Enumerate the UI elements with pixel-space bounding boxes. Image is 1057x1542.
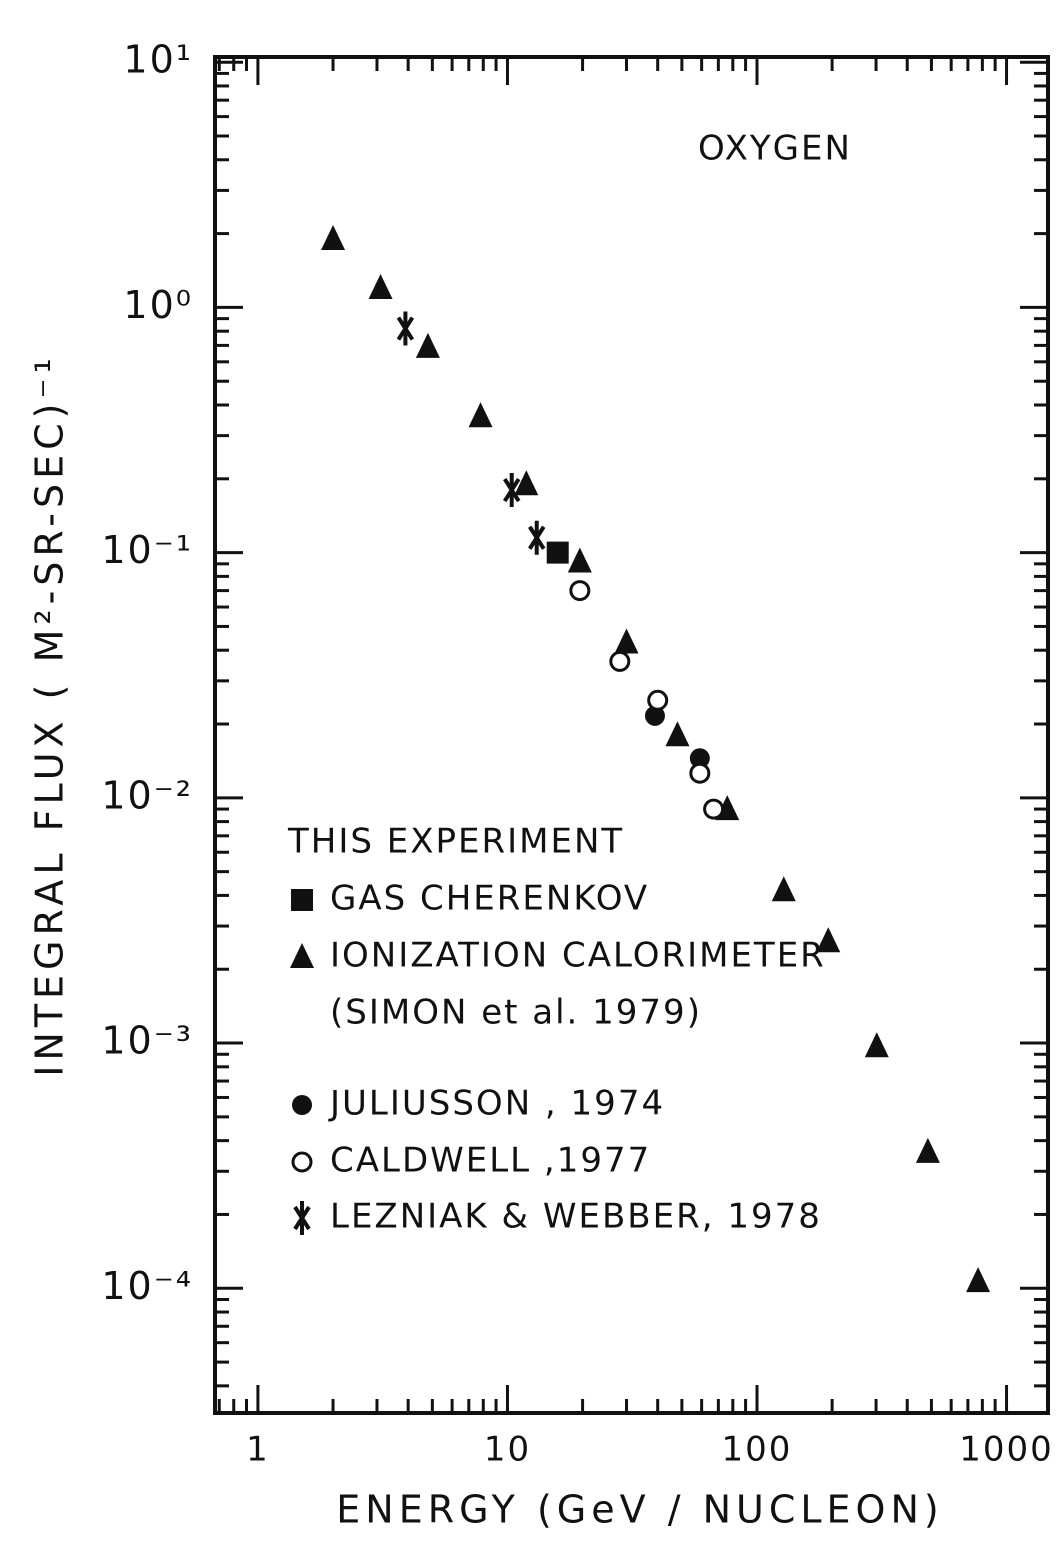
marker-square (546, 541, 569, 564)
marker-triangle (816, 927, 841, 953)
marker-circle (292, 1095, 312, 1115)
marker-x (503, 473, 521, 508)
annotation: OXYGEN (698, 129, 852, 169)
x-tick-label: 10 (484, 1430, 531, 1470)
legend-label: LEZNIAK & WEBBER, 1978 (330, 1197, 822, 1237)
marker-triangle (864, 1032, 889, 1058)
x-tick-label: 1000 (959, 1430, 1054, 1470)
legend-label: JULIUSSON , 1974 (328, 1084, 665, 1124)
marker-x (293, 1201, 311, 1235)
marker-x (396, 311, 415, 346)
marker-open-circle (291, 1151, 313, 1173)
marker-triangle (415, 332, 440, 358)
legend-label: GAS CHERENKOV (330, 879, 649, 919)
plot-frame (213, 55, 1050, 1415)
legend-note: (SIMON et al. 1979) (330, 993, 702, 1033)
marker-square (291, 889, 313, 911)
marker-triangle (321, 225, 346, 251)
y-axis-label: INTEGRAL FLUX ( M²-SR-SEC)⁻¹ (28, 353, 72, 1077)
marker-open-circle (647, 689, 669, 711)
y-tick-label: 10¹ (123, 38, 193, 82)
marker-open-circle (703, 798, 725, 820)
marker-triangle (567, 547, 592, 573)
y-tick-label: 10⁻¹ (101, 528, 193, 572)
y-tick-label: 10⁻² (101, 773, 193, 817)
marker-triangle (468, 402, 493, 428)
marker-triangle (514, 470, 539, 496)
legend-label: IONIZATION CALORIMETER (330, 936, 826, 976)
marker-triangle (771, 876, 796, 902)
x-tick-label: 100 (722, 1430, 793, 1470)
y-tick-label: 10⁰ (123, 283, 193, 327)
marker-triangle (966, 1267, 991, 1293)
legend-label: CALDWELL ,1977 (330, 1141, 651, 1181)
marker-triangle (614, 628, 639, 654)
y-tick-label: 10⁻³ (101, 1019, 193, 1063)
x-axis-label: ENERGY (GeV / NUCLEON) (336, 1488, 943, 1532)
marker-circle (689, 748, 710, 769)
marker-open-circle (569, 580, 591, 602)
marker-triangle (915, 1137, 940, 1163)
marker-circle (644, 705, 665, 726)
marker-triangle (290, 943, 314, 968)
marker-open-circle (689, 762, 711, 784)
y-tick-label: 10⁻⁴ (101, 1264, 193, 1308)
marker-triangle (368, 273, 393, 299)
marker-triangle (665, 721, 690, 747)
marker-x (528, 520, 546, 555)
legend-title: THIS EXPERIMENT (287, 822, 624, 862)
x-tick-label: 1 (246, 1430, 270, 1470)
marker-open-circle (609, 650, 631, 672)
